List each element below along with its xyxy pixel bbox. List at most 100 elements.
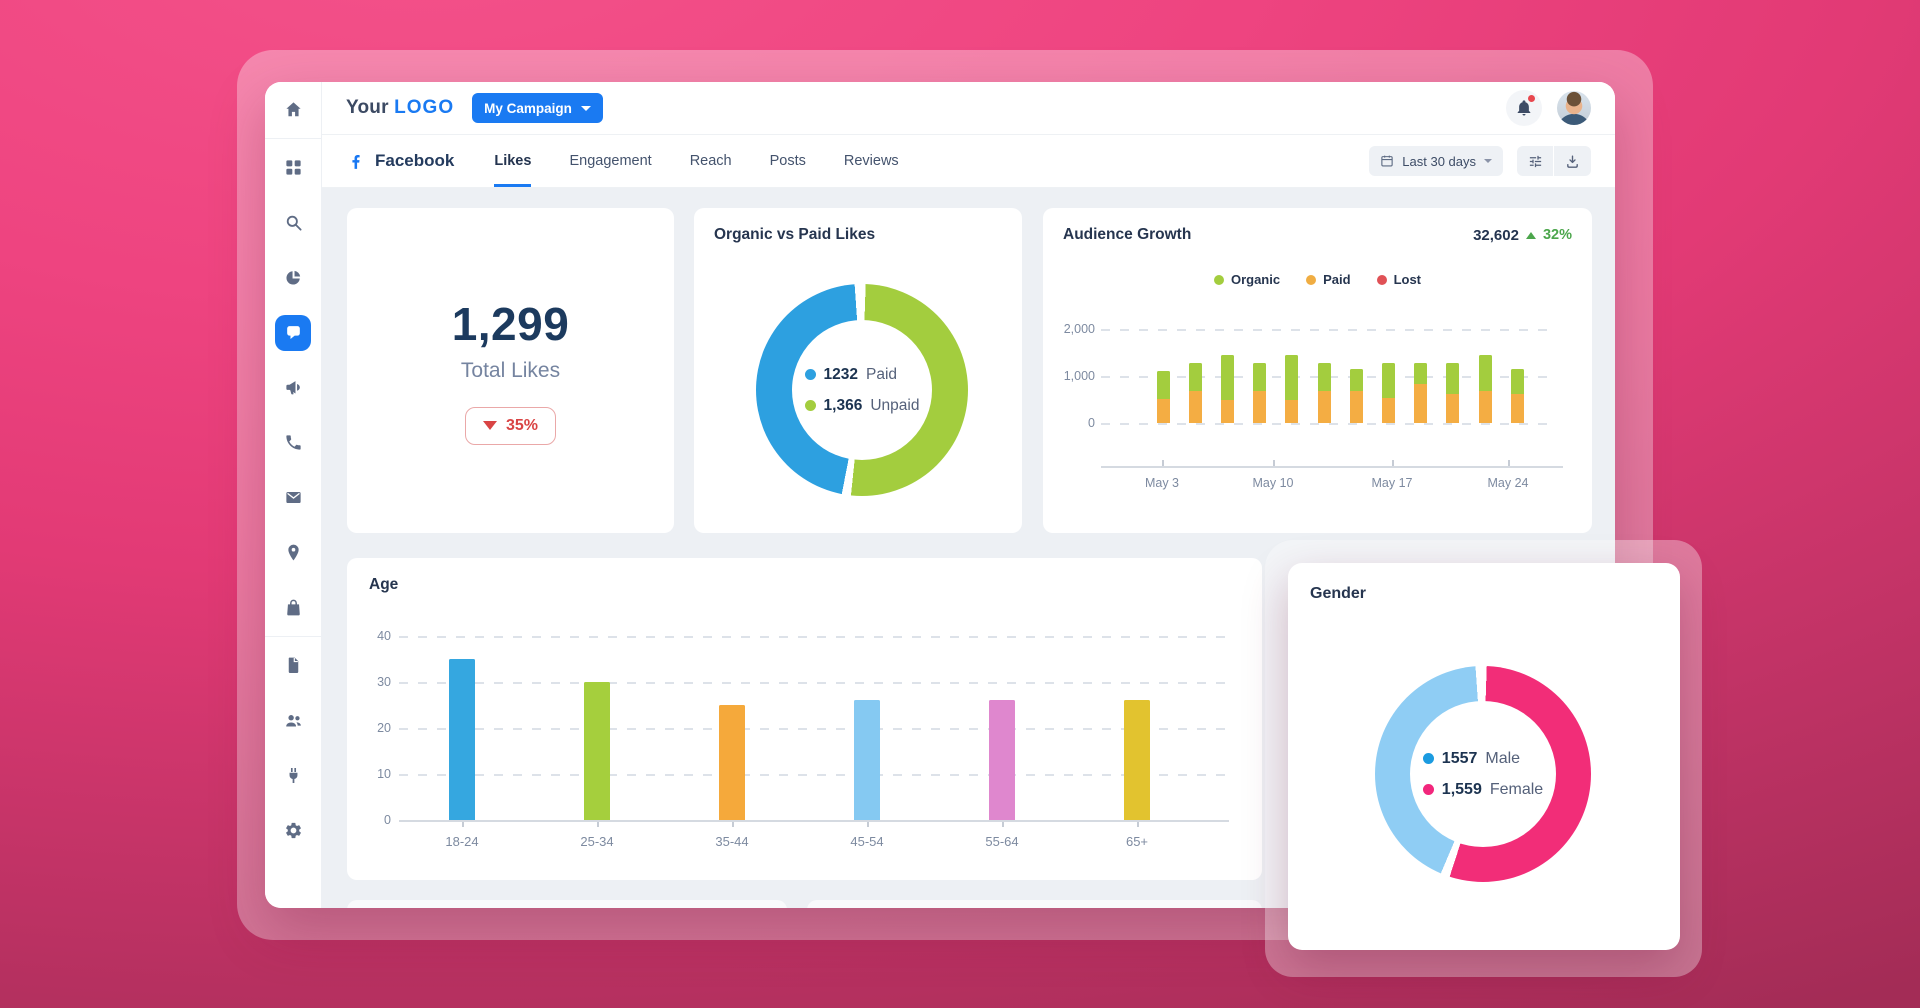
donut-legend-item-female: 1,559 Female	[1422, 780, 1543, 799]
tab-reach[interactable]: Reach	[689, 153, 732, 169]
y-axis-label: 0	[384, 813, 391, 827]
avatar[interactable]	[1557, 91, 1591, 125]
legend-dot	[804, 400, 816, 411]
search-icon	[284, 213, 303, 232]
organic-segment	[1285, 354, 1299, 400]
donut-hole: 1557 Male 1,559 Female	[1410, 701, 1556, 847]
sidebar-item-analytics[interactable]	[265, 250, 322, 305]
organic-segment	[1478, 354, 1492, 392]
audience-growth-chart: 2,000 1,000 0 May 3 May 10 May 17 May 24	[1043, 308, 1592, 508]
stacked-bar	[1349, 368, 1363, 423]
tab-reviews[interactable]: Reviews	[843, 153, 899, 169]
audience-growth-total: 32,602 32%	[1473, 227, 1572, 244]
legend-item-lost: Lost	[1376, 272, 1421, 287]
gender-card: Gender 1557 Male 1,559 Female	[1288, 563, 1680, 950]
x-axis-label: May 10	[1252, 476, 1294, 490]
card-title: Audience Growth	[1063, 226, 1192, 243]
sidebar-item-home[interactable]	[265, 82, 322, 137]
x-axis-tick	[1002, 821, 1004, 827]
sidebar-item-messages[interactable]	[265, 305, 322, 360]
paid-segment	[1253, 390, 1267, 423]
paid-segment	[1446, 393, 1460, 423]
sidebar-item-dashboard[interactable]	[265, 140, 322, 195]
gridline	[399, 682, 1229, 684]
notifications-button[interactable]	[1506, 90, 1542, 126]
total-likes-card: 1,299 Total Likes 35%	[347, 208, 674, 533]
mail-icon	[284, 488, 303, 507]
sidebar-item-integrations[interactable]	[265, 748, 322, 803]
stacked-bar	[1446, 363, 1460, 423]
sidebar-item-reports[interactable]	[265, 638, 322, 693]
sidebar-divider	[265, 636, 322, 637]
facebook-channel-tab[interactable]: Facebook	[346, 135, 454, 187]
home-icon	[284, 100, 303, 119]
sidebar-item-locations[interactable]	[265, 525, 322, 580]
tune-icon	[1529, 155, 1541, 167]
logo-suffix: LOGO	[394, 97, 455, 118]
stacked-bar	[1381, 363, 1395, 423]
donut-legend: 1557 Male 1,559 Female	[1422, 750, 1543, 799]
y-axis-label: 40	[377, 629, 391, 643]
x-axis-label: May 3	[1144, 476, 1180, 490]
audience-growth-total-value: 32,602	[1473, 226, 1519, 244]
donut-legend: 1232 Paid 1,366 Unpaid	[804, 366, 919, 415]
x-axis-tick	[1137, 821, 1139, 827]
sidebar-item-store[interactable]	[265, 580, 322, 635]
total-likes-delta-value: 35%	[505, 416, 539, 434]
organic-segment	[1188, 363, 1202, 392]
age-bar-chart: 40 30 20 10 0 18-24 25-34 35-44 45-54 55-64 65+	[347, 558, 1262, 880]
x-axis-tick	[867, 821, 869, 827]
tab-engagement[interactable]: Engagement	[569, 153, 652, 169]
download-button[interactable]	[1554, 146, 1591, 176]
paid-segment	[1414, 383, 1428, 423]
chevron-down-icon	[1484, 159, 1492, 163]
arrow-down-icon	[482, 421, 497, 430]
audience-growth-delta: 32%	[1542, 227, 1572, 243]
next-row-card-hint	[347, 900, 787, 908]
organic-segment	[1317, 363, 1331, 392]
legend-dot	[1376, 274, 1387, 285]
y-axis-label: 0	[1088, 416, 1095, 430]
sidebar-item-email[interactable]	[265, 470, 322, 525]
organic-segment	[1510, 368, 1524, 394]
stacked-bar	[1253, 363, 1267, 423]
calendar-icon	[1381, 155, 1393, 167]
sidebar-item-settings[interactable]	[265, 803, 322, 858]
header: Your LOGO My Campaign	[322, 82, 1615, 135]
audience-growth-card: Audience Growth 32,602 32% Organic Paid Lo…	[1043, 208, 1592, 533]
tab-posts[interactable]: Posts	[769, 153, 806, 169]
date-range-label: Last 30 days	[1402, 153, 1476, 169]
total-likes-delta-badge: 35%	[464, 406, 557, 445]
sidebar	[265, 82, 322, 908]
stacked-bar	[1285, 354, 1299, 423]
y-axis-label: 20	[377, 721, 391, 735]
campaign-dropdown-button[interactable]: My Campaign	[472, 93, 603, 123]
x-axis-tick	[1392, 460, 1394, 466]
donut-hole: 1232 Paid 1,366 Unpaid	[792, 320, 932, 460]
sidebar-item-campaigns[interactable]	[265, 360, 322, 415]
users-icon	[284, 711, 303, 730]
sidebar-item-search[interactable]	[265, 195, 322, 250]
organic-paid-donut: 1232 Paid 1,366 Unpaid	[756, 284, 968, 496]
legend-item-paid: Paid	[1306, 272, 1351, 287]
sidebar-item-calls[interactable]	[265, 415, 322, 470]
organic-segment	[1220, 354, 1234, 401]
chevron-down-icon	[580, 105, 591, 111]
gridline	[1101, 329, 1553, 331]
audience-growth-header: Audience Growth 32,602 32%	[1063, 226, 1572, 244]
date-range-button[interactable]: Last 30 days	[1369, 146, 1503, 176]
stacked-bar	[1478, 354, 1492, 423]
age-bar	[719, 705, 745, 820]
x-axis-label: May 24	[1487, 476, 1529, 490]
legend-value: 1,559	[1441, 780, 1482, 798]
total-likes-value: 1,299	[451, 297, 570, 350]
x-axis-label: 18-24	[445, 834, 479, 849]
stacked-bar	[1414, 363, 1428, 423]
donut-legend-item-unpaid: 1,366 Unpaid	[804, 397, 919, 415]
filter-settings-button[interactable]	[1517, 146, 1554, 176]
file-icon	[284, 656, 303, 675]
x-axis-label: 35-44	[715, 834, 749, 849]
tab-likes[interactable]: Likes	[494, 135, 532, 187]
sidebar-item-audience[interactable]	[265, 693, 322, 748]
